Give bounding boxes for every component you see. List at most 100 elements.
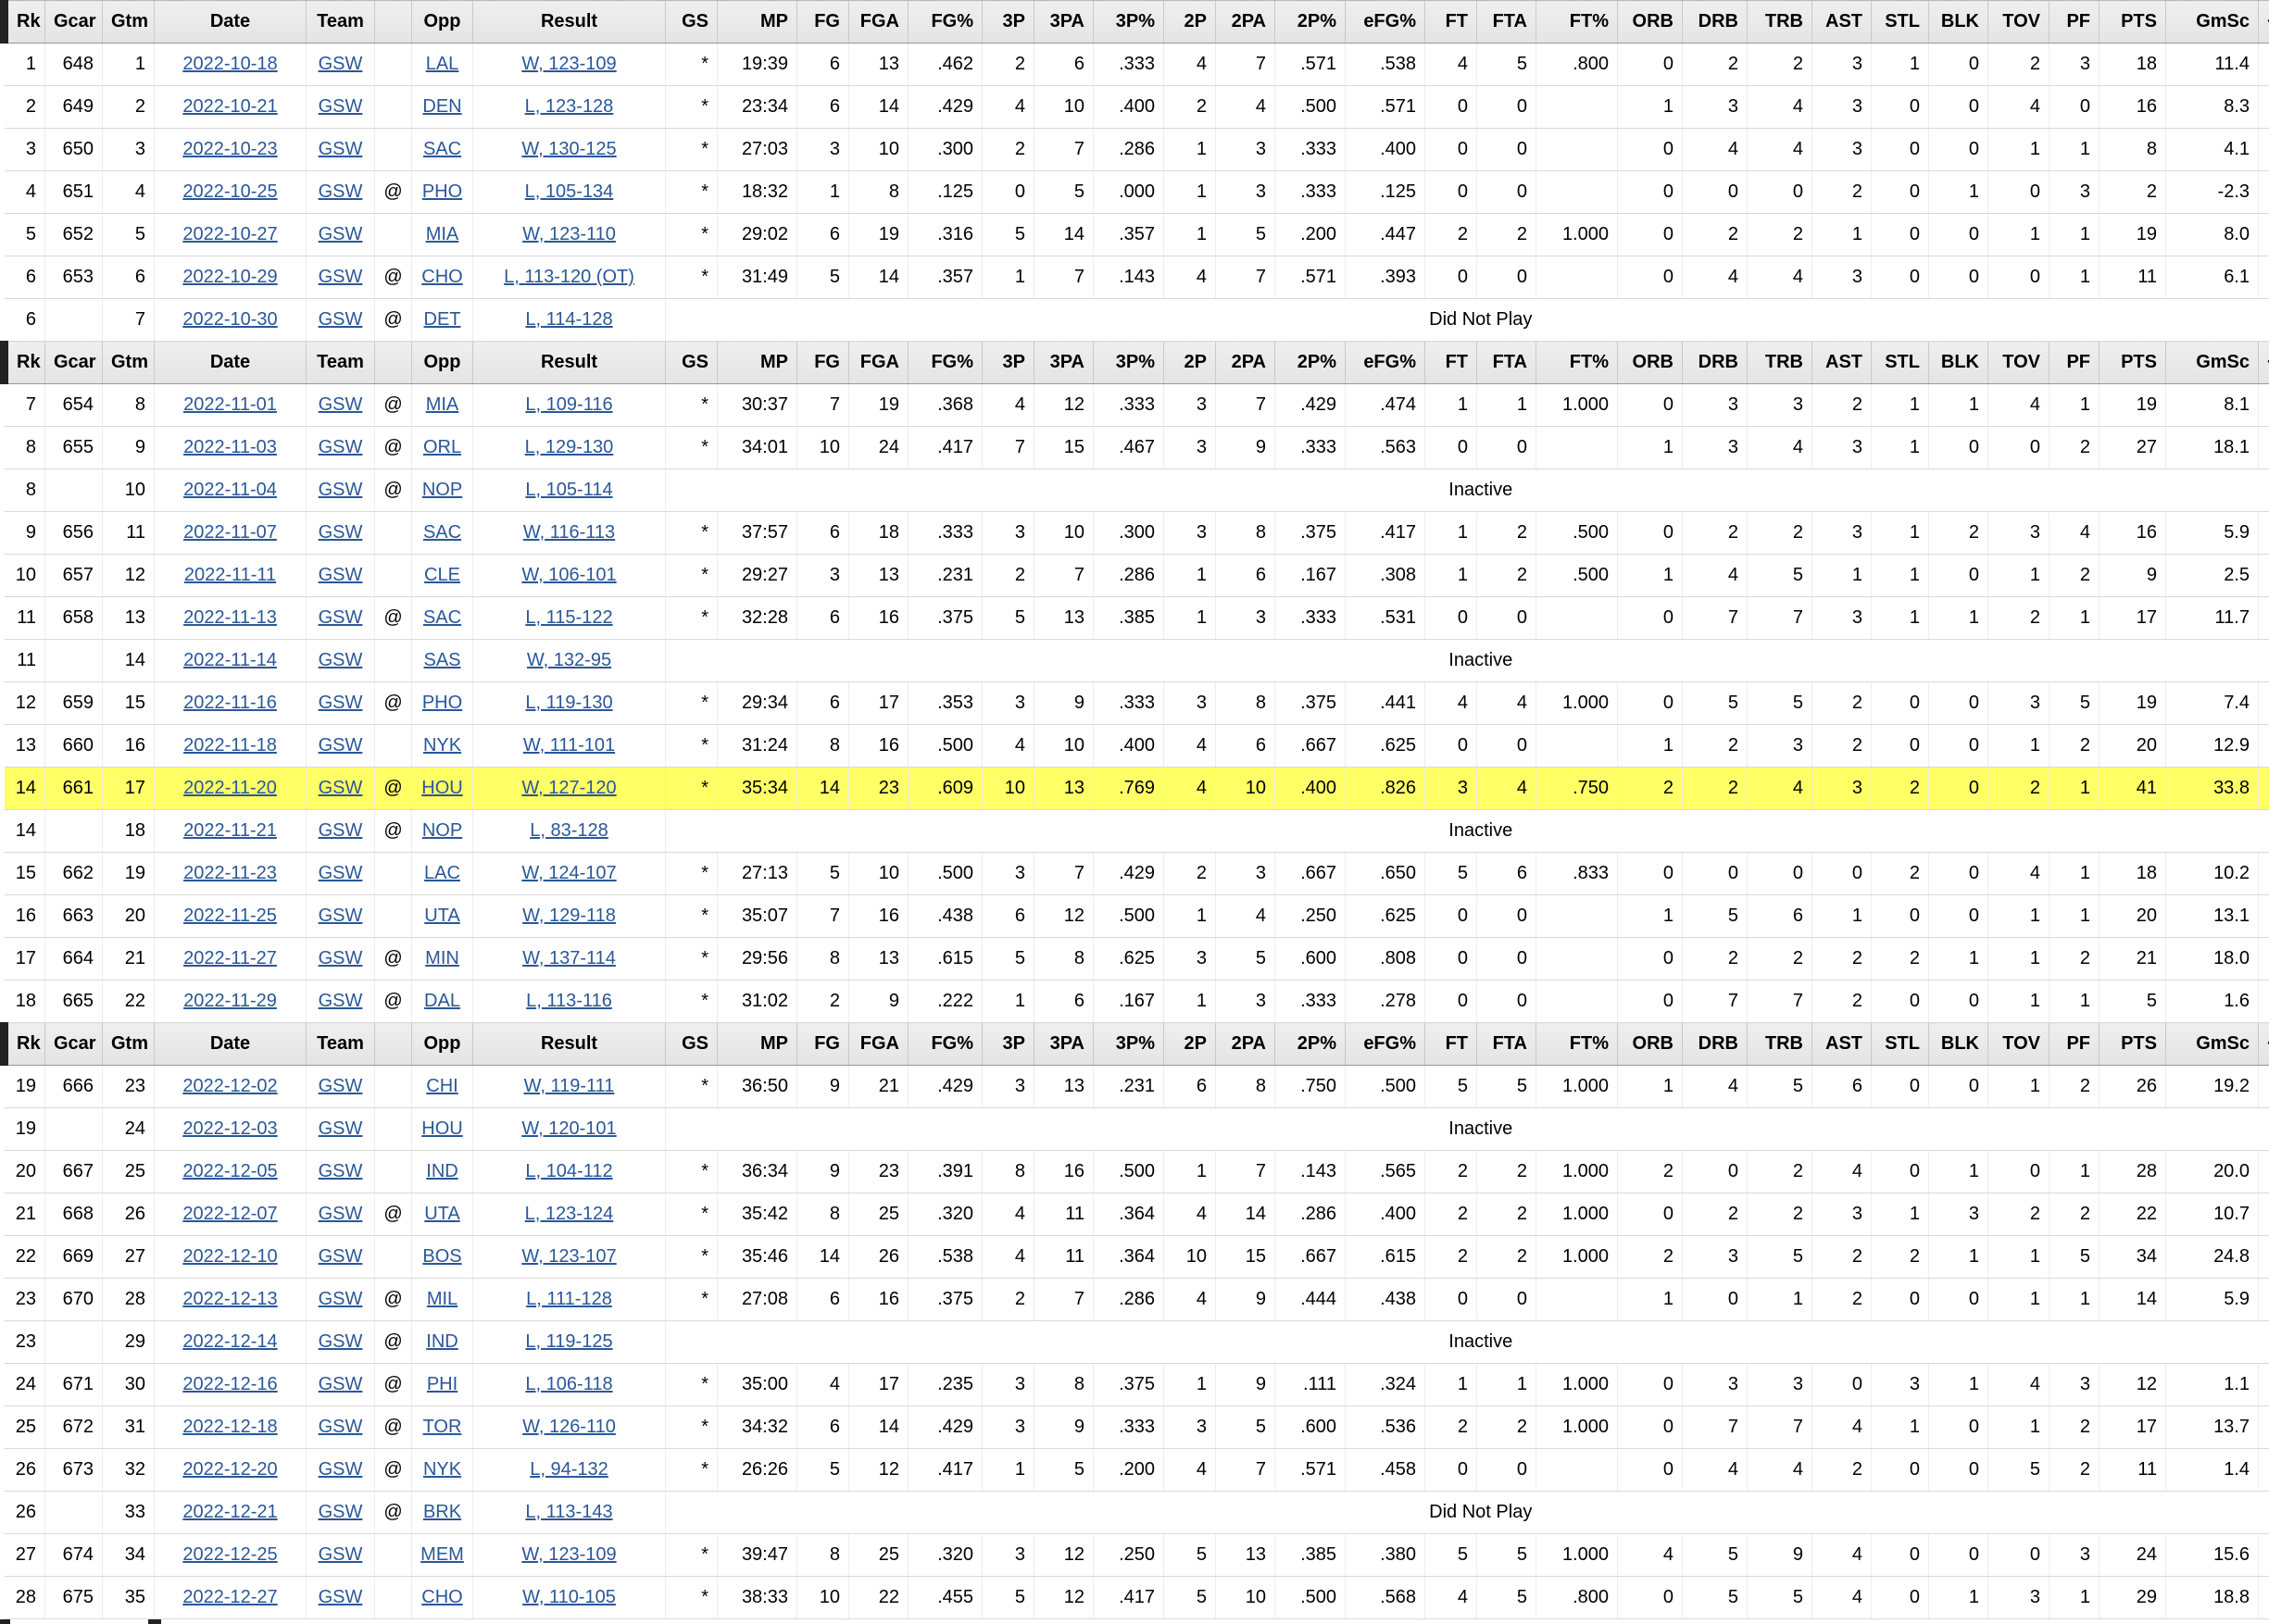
col-header-fg[interactable]: FG (796, 0, 849, 44)
team-link[interactable]: GSW (318, 1161, 363, 1181)
opp-link[interactable]: SAC (422, 139, 462, 159)
col-header-fg3[interactable]: 3P (982, 341, 1034, 384)
col-header-fta[interactable]: FTA (1476, 0, 1536, 44)
col-header-fg3a[interactable]: 3PA (1034, 1022, 1094, 1066)
col-header-result[interactable]: Result (472, 0, 666, 44)
team-link[interactable]: GSW (318, 309, 363, 330)
date-link[interactable]: 2022-12-10 (182, 1246, 278, 1267)
col-header-drb[interactable]: DRB (1682, 0, 1748, 44)
team-link[interactable]: GSW (318, 1544, 363, 1565)
opp-link[interactable]: SAC (422, 607, 462, 628)
opp-link[interactable]: CHI (426, 1076, 458, 1096)
date-link[interactable]: 2022-12-05 (182, 1161, 278, 1181)
col-header-efg_pct[interactable]: eFG% (1345, 1022, 1425, 1066)
team-link[interactable]: GSW (318, 1459, 363, 1480)
team-link[interactable]: GSW (318, 139, 363, 159)
opp-link[interactable]: MEM (420, 1544, 464, 1565)
col-header-mp[interactable]: MP (717, 0, 797, 44)
team-link[interactable]: GSW (318, 693, 363, 713)
col-header-ast[interactable]: AST (1811, 0, 1872, 44)
col-header-gtm[interactable]: Gtm (102, 1022, 155, 1066)
date-link[interactable]: 2022-10-23 (182, 139, 278, 159)
col-header-fg2a[interactable]: 2PA (1215, 1022, 1275, 1066)
col-header-plus_minus[interactable]: + (2258, 341, 2269, 384)
col-header-ft[interactable]: FT (1424, 0, 1477, 44)
col-header-gs[interactable]: GS (665, 1022, 718, 1066)
team-link[interactable]: GSW (318, 181, 363, 202)
col-header-fg_pct[interactable]: FG% (908, 341, 983, 384)
col-header-gcar[interactable]: Gcar (44, 341, 103, 384)
result-link[interactable]: L, 109-116 (525, 394, 613, 415)
result-link[interactable]: W, 123-107 (521, 1246, 617, 1267)
opp-link[interactable]: UTA (424, 1204, 460, 1224)
opp-link[interactable]: CLE (424, 565, 460, 585)
opp-link[interactable]: CHO (421, 267, 463, 287)
col-header-pf[interactable]: PF (2049, 0, 2100, 44)
date-link[interactable]: 2022-12-16 (182, 1374, 278, 1394)
date-link[interactable]: 2022-11-27 (183, 948, 277, 968)
team-link[interactable]: GSW (318, 267, 363, 287)
col-header-rk[interactable]: Rk (0, 341, 45, 384)
team-link[interactable]: GSW (318, 1204, 363, 1224)
date-link[interactable]: 2022-12-18 (182, 1417, 278, 1437)
result-link[interactable]: L, 104-112 (525, 1161, 613, 1181)
date-link[interactable]: 2022-11-11 (183, 565, 277, 585)
col-header-stl[interactable]: STL (1871, 341, 1929, 384)
col-header-opp[interactable]: Opp (411, 0, 473, 44)
result-link[interactable]: W, 132-95 (526, 650, 612, 670)
col-header-fg3a[interactable]: 3PA (1034, 341, 1094, 384)
col-header-fg3a[interactable]: 3PA (1034, 0, 1094, 44)
date-link[interactable]: 2022-12-21 (182, 1502, 278, 1522)
opp-link[interactable]: DAL (424, 991, 460, 1011)
team-link[interactable]: GSW (318, 1502, 363, 1522)
result-link[interactable]: W, 119-111 (523, 1076, 615, 1096)
col-header-blk[interactable]: BLK (1928, 1022, 1988, 1066)
team-link[interactable]: GSW (318, 778, 363, 798)
date-link[interactable]: 2022-12-25 (182, 1544, 278, 1565)
date-link[interactable]: 2022-11-01 (183, 394, 277, 415)
date-link[interactable]: 2022-10-25 (182, 181, 278, 202)
opp-link[interactable]: DET (423, 309, 461, 330)
date-link[interactable]: 2022-11-14 (183, 650, 277, 670)
col-header-trb[interactable]: TRB (1747, 341, 1812, 384)
date-link[interactable]: 2022-12-07 (182, 1204, 278, 1224)
col-header-gmsc[interactable]: GmSc (2165, 0, 2259, 44)
opp-link[interactable]: SAC (422, 522, 462, 543)
date-link[interactable]: 2022-11-16 (183, 693, 277, 713)
col-header-tov[interactable]: TOV (1987, 341, 2050, 384)
col-header-plus_minus[interactable]: + (2258, 1022, 2269, 1066)
opp-link[interactable]: CHO (421, 1587, 463, 1607)
col-header-trb[interactable]: TRB (1747, 1022, 1812, 1066)
col-header-date[interactable]: Date (154, 0, 307, 44)
col-header-drb[interactable]: DRB (1682, 341, 1748, 384)
col-header-fg2[interactable]: 2P (1163, 0, 1216, 44)
col-header-fg2[interactable]: 2P (1163, 1022, 1216, 1066)
team-link[interactable]: GSW (318, 437, 363, 457)
col-header-gtm[interactable]: Gtm (102, 0, 155, 44)
col-header-tov[interactable]: TOV (1987, 1022, 2050, 1066)
opp-link[interactable]: TOR (422, 1417, 462, 1437)
date-link[interactable]: 2022-11-18 (183, 735, 277, 756)
col-header-fg_pct[interactable]: FG% (908, 0, 983, 44)
result-link[interactable]: L, 105-134 (524, 181, 614, 202)
result-link[interactable]: W, 123-110 (522, 224, 616, 244)
team-link[interactable]: GSW (318, 1118, 363, 1139)
date-link[interactable]: 2022-11-13 (183, 607, 277, 628)
date-link[interactable]: 2022-12-27 (182, 1587, 278, 1607)
date-link[interactable]: 2022-11-07 (183, 522, 277, 543)
date-link[interactable]: 2022-12-13 (182, 1289, 278, 1309)
col-header-gmsc[interactable]: GmSc (2165, 341, 2259, 384)
opp-link[interactable]: BOS (422, 1246, 462, 1267)
col-header-blk[interactable]: BLK (1928, 341, 1988, 384)
result-link[interactable]: L, 115-122 (525, 607, 613, 628)
result-link[interactable]: W, 127-120 (521, 778, 617, 798)
col-header-team[interactable]: Team (306, 1022, 375, 1066)
col-header-gcar[interactable]: Gcar (44, 1022, 103, 1066)
col-header-stl[interactable]: STL (1871, 0, 1929, 44)
result-link[interactable]: W, 123-109 (521, 54, 617, 74)
col-header-plus_minus[interactable]: + (2258, 0, 2269, 44)
date-link[interactable]: 2022-11-29 (183, 991, 277, 1011)
team-link[interactable]: GSW (318, 1289, 363, 1309)
result-link[interactable]: L, 113-120 (OT) (504, 267, 634, 287)
col-header-fga[interactable]: FGA (848, 1022, 909, 1066)
